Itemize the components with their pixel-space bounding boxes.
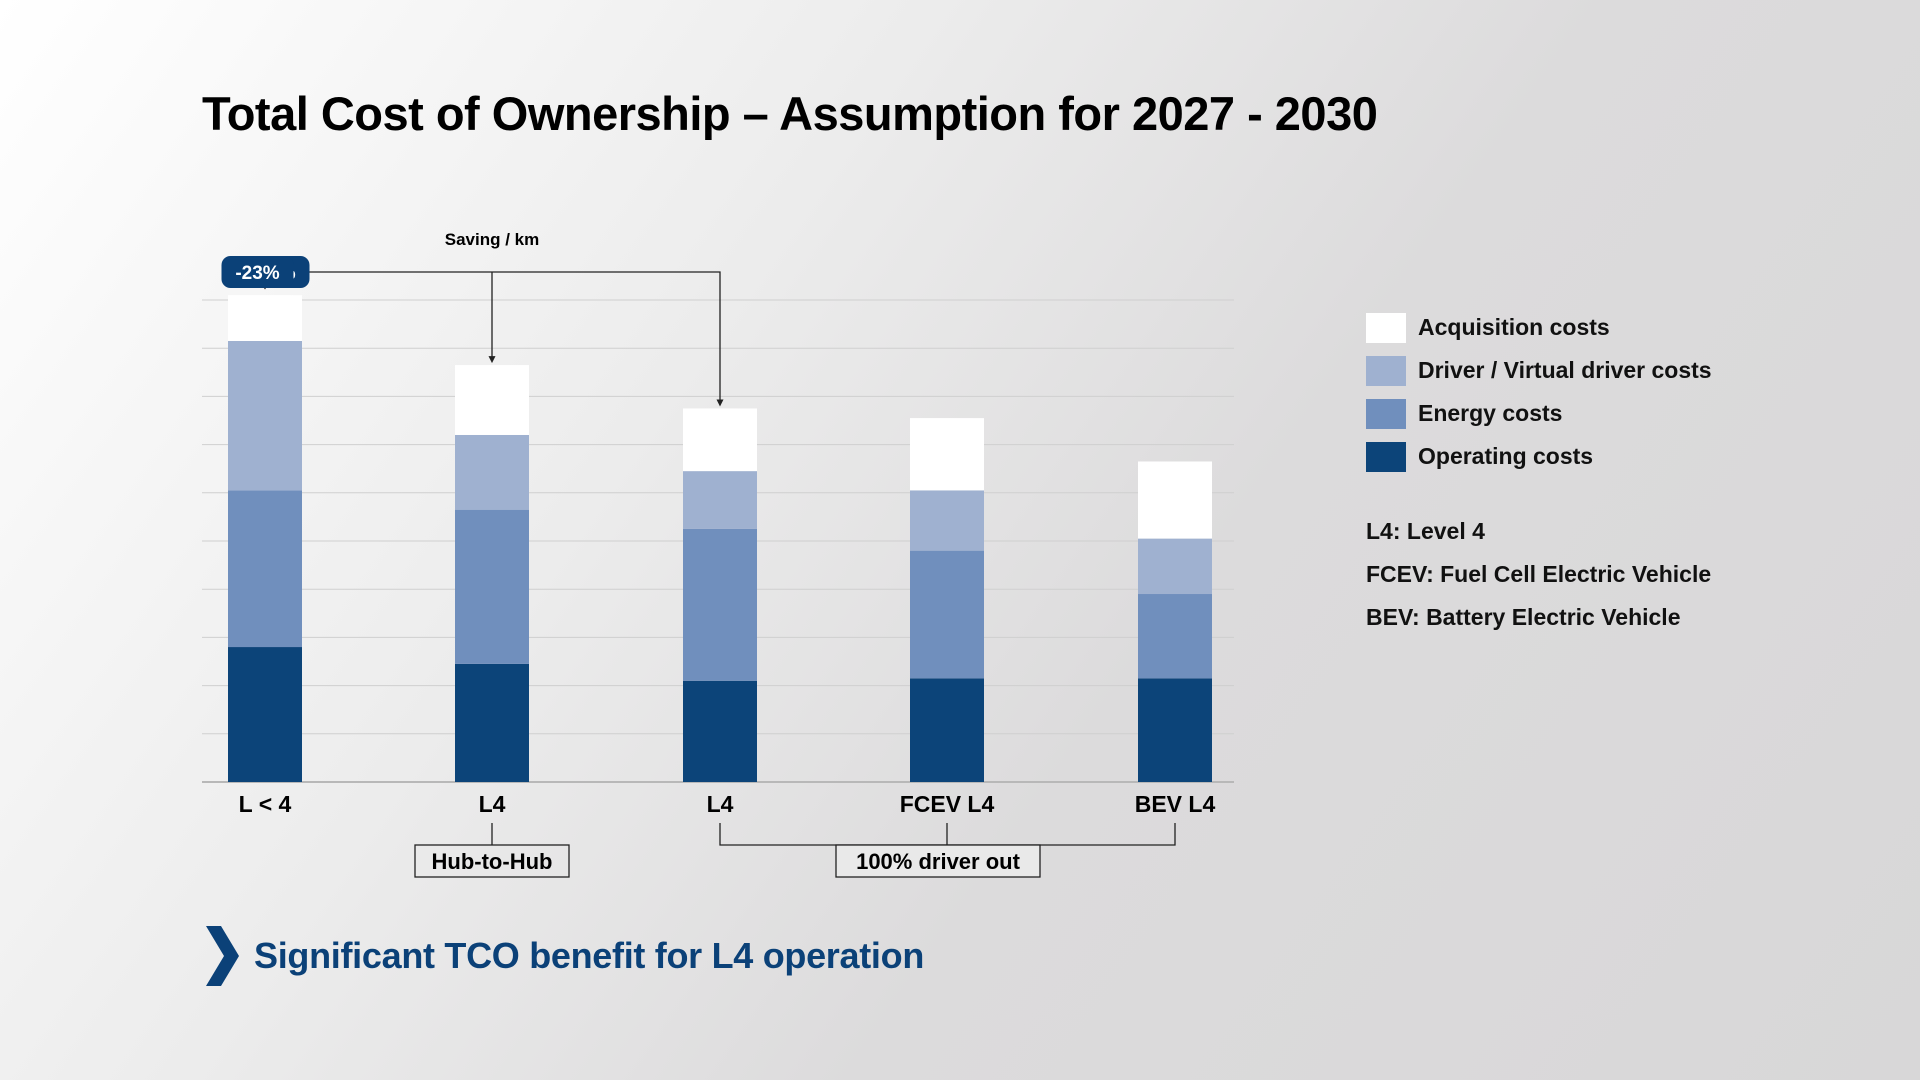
legend-label-energy: Energy costs	[1418, 400, 1563, 426]
bar-segment-acquisition-costs	[228, 295, 302, 341]
page-title: Total Cost of Ownership – Assumption for…	[202, 87, 1378, 140]
bar-segment-driver-virtual-driver-costs	[1138, 538, 1212, 595]
conclusion-text: Significant TCO benefit for L4 operation	[254, 935, 925, 976]
bar-segment-energy-costs	[455, 509, 529, 664]
conclusion: Significant TCO benefit for L4 operation	[204, 926, 924, 986]
saving-annotations: Saving / km-14%-23%	[221, 230, 724, 407]
legend-item-acquisition: Acquisition costs	[1366, 306, 1712, 349]
bar-segment-energy-costs	[910, 550, 984, 679]
note-bev: BEV: Battery Electric Vehicle	[1366, 604, 1681, 630]
arrow-head	[716, 399, 724, 407]
bar-segment-acquisition-costs	[455, 365, 529, 435]
saving-per-km-label: Saving / km	[445, 230, 539, 249]
legend-item-operating: Operating costs	[1366, 435, 1712, 478]
legend-label-acquisition: Acquisition costs	[1418, 314, 1610, 340]
legend-label-driver: Driver / Virtual driver costs	[1418, 357, 1712, 383]
group-box	[414, 844, 570, 878]
bar-segment-energy-costs	[683, 528, 757, 681]
group-box	[835, 844, 1041, 878]
bar-segment-driver-virtual-driver-costs	[683, 471, 757, 529]
bar-segment-energy-costs	[1138, 594, 1212, 679]
chart-bars	[228, 295, 1212, 782]
bar-segment-operating-costs	[455, 663, 529, 782]
saving-badge-label: -23%	[235, 263, 279, 284]
arrow-head	[488, 356, 496, 364]
x-tick-label: L4	[707, 791, 734, 817]
chevron-right-icon	[206, 926, 239, 986]
group-label: Hub-to-Hub	[432, 849, 553, 874]
x-tick-label: L4	[479, 791, 506, 817]
legend-item-energy: Energy costs	[1366, 392, 1712, 435]
bar-segment-energy-costs	[228, 490, 302, 648]
saving-badge	[221, 256, 294, 288]
legend-swatch-energy	[1366, 398, 1406, 429]
legend-swatch-driver	[1366, 355, 1406, 386]
legend-swatch-operating	[1366, 441, 1406, 472]
group-label: 100% driver out	[856, 849, 1021, 874]
bar-segment-acquisition-costs	[683, 408, 757, 472]
chart-x-labels: L < 4 L4 L4 FCEV L4 BEV L4	[239, 791, 1216, 817]
x-tick-label: BEV L4	[1135, 791, 1216, 817]
bar-segment-operating-costs	[228, 647, 302, 782]
abbreviation-notes: L4: Level 4 FCEV: Fuel Cell Electric Veh…	[1366, 515, 1711, 644]
bar-segment-acquisition-costs	[1138, 461, 1212, 539]
bar-segment-operating-costs	[1138, 678, 1212, 782]
group-annotations: Hub-to-Hub 100% driver out	[414, 823, 1176, 878]
chart-legend: Acquisition costs Driver / Virtual drive…	[1366, 306, 1712, 478]
legend-label-operating: Operating costs	[1418, 443, 1594, 469]
bar-segment-operating-costs	[683, 680, 757, 782]
legend-swatch-acquisition	[1366, 312, 1406, 343]
note-l4: L4: Level 4	[1366, 518, 1485, 544]
bar-segment-acquisition-costs	[910, 418, 984, 491]
x-tick-label: FCEV L4	[900, 791, 995, 817]
bar-segment-driver-virtual-driver-costs	[910, 490, 984, 551]
note-fcev: FCEV: Fuel Cell Electric Vehicle	[1366, 561, 1712, 587]
legend-item-driver: Driver / Virtual driver costs	[1366, 349, 1712, 392]
bar-segment-driver-virtual-driver-costs	[228, 340, 302, 491]
bar-segment-operating-costs	[910, 678, 984, 782]
x-tick-label: L < 4	[239, 791, 292, 817]
bar-segment-driver-virtual-driver-costs	[455, 434, 529, 510]
